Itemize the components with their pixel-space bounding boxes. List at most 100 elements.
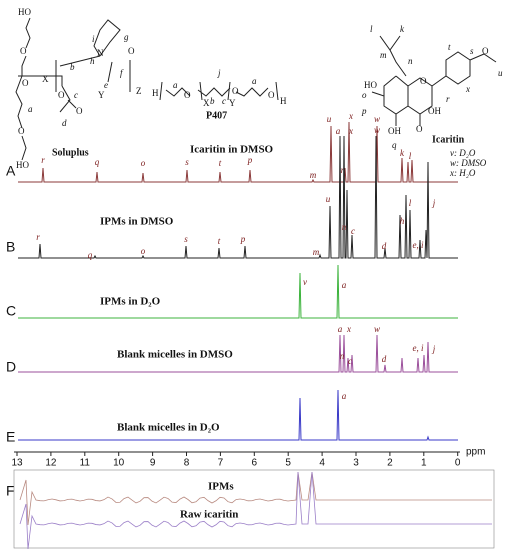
structure-name: Soluplus (52, 147, 89, 158)
peak-label: x (346, 324, 351, 334)
panel-title: Blank micelles in DMSO (117, 349, 233, 361)
peak-label: x (348, 126, 353, 136)
atom-label: O (420, 76, 427, 86)
atom-label: X (203, 98, 210, 108)
peak-label: a (338, 324, 343, 334)
tick-label: 6 (252, 458, 258, 469)
peak-label: w (374, 324, 380, 334)
atom-label: m (380, 50, 387, 60)
panel-label: B (6, 239, 15, 255)
peak-label: t (219, 158, 222, 168)
peak-label: q (88, 250, 93, 260)
legend-entry: x: H₂O (449, 168, 476, 178)
peak-label: n (340, 351, 345, 361)
atom-label: b (70, 62, 75, 72)
tick-label: 7 (218, 458, 224, 469)
trace-label: Raw icaritin (180, 509, 238, 521)
panel-frame (13, 469, 495, 549)
peak-label: v (303, 277, 307, 287)
atom-label: c (74, 90, 78, 100)
atom-label: h (90, 56, 95, 66)
peak-label: p (247, 155, 253, 165)
atom-label: O (76, 106, 83, 116)
tick-label: 8 (184, 458, 190, 469)
panel-title: IPMs in DMSO (100, 216, 174, 228)
peak-label: k (400, 148, 405, 158)
panel-label: C (6, 303, 16, 319)
tick-label: 2 (387, 458, 393, 469)
tick-label: 12 (45, 458, 57, 469)
atom-label: c (222, 96, 226, 106)
spectrum (18, 334, 458, 373)
peak-label: c (348, 356, 352, 366)
atom-label: p (361, 106, 367, 116)
atom-label: OH (388, 126, 401, 136)
structure-name: Icaritin (432, 134, 465, 145)
panel-label: A (6, 163, 16, 179)
atom-label: a (173, 80, 178, 90)
trace-label: IPMs (208, 481, 234, 493)
atom-label: e (104, 80, 108, 90)
atom-label: Y (229, 98, 236, 108)
tick-label: 13 (11, 458, 23, 469)
atom-label: Y (98, 90, 105, 100)
icaritin-structure (371, 35, 497, 126)
atom-label: r (446, 94, 450, 104)
peak-label: d (382, 354, 387, 364)
peak-label: a (342, 280, 347, 290)
peak-label: h (400, 216, 405, 226)
atom-label: x (465, 84, 470, 94)
atom-label: k (400, 24, 405, 34)
tick-label: 11 (80, 458, 91, 469)
tick-label: 3 (353, 458, 359, 469)
peak-label: s (185, 157, 189, 167)
atom-label: H (152, 88, 159, 98)
atom-label: O (232, 86, 239, 96)
peak-label: s (184, 234, 188, 244)
panel-label: F (6, 483, 15, 499)
atom-label: s (470, 46, 474, 56)
atom-label: Z (136, 86, 142, 96)
atom-label: O (416, 124, 423, 134)
panel-title: Icaritin in DMSO (190, 144, 274, 156)
peak-label: e, i (413, 343, 424, 353)
peak-label: r (36, 232, 40, 242)
tick-label: 1 (421, 458, 427, 469)
panel-label: D (6, 359, 16, 375)
atom-label: HO (16, 160, 29, 170)
atom-label: O (58, 90, 65, 100)
peak-label: o (141, 158, 146, 168)
p407-structure (159, 81, 279, 101)
peak-label: m (310, 170, 317, 180)
atom-label: O (22, 78, 29, 88)
legend-entry: v: D₂O (450, 148, 476, 158)
atom-label: O (184, 90, 191, 100)
peak-label: u (327, 114, 332, 124)
peak-label: m (313, 247, 320, 257)
panel-title: IPMs in D₂O (100, 296, 161, 308)
tick-label: 10 (113, 458, 125, 469)
trace (19, 471, 492, 526)
atom-label: X (42, 74, 49, 84)
atom-label: O (20, 46, 27, 56)
atom-label: N (97, 48, 104, 58)
panel-label: E (6, 429, 15, 445)
axis-unit: ppm (466, 447, 485, 458)
peak-label: n (342, 222, 347, 232)
atom-label: O (268, 90, 275, 100)
peak-label: a (342, 391, 347, 401)
soluplus-structure (15, 17, 131, 161)
atom-label: g (124, 32, 129, 42)
peak-label: p (240, 234, 246, 244)
tick-label: 4 (319, 458, 325, 469)
atom-label: O (482, 46, 489, 56)
panel-title: Blank micelles in D₂O (117, 422, 220, 434)
atom-label: O (18, 126, 25, 136)
atom-label: a (28, 104, 33, 114)
peak-label: w (374, 125, 380, 135)
peak-label: q (95, 157, 100, 167)
peak-label: d (382, 241, 387, 251)
spectrum (18, 135, 458, 259)
atom-label: t (448, 42, 451, 52)
